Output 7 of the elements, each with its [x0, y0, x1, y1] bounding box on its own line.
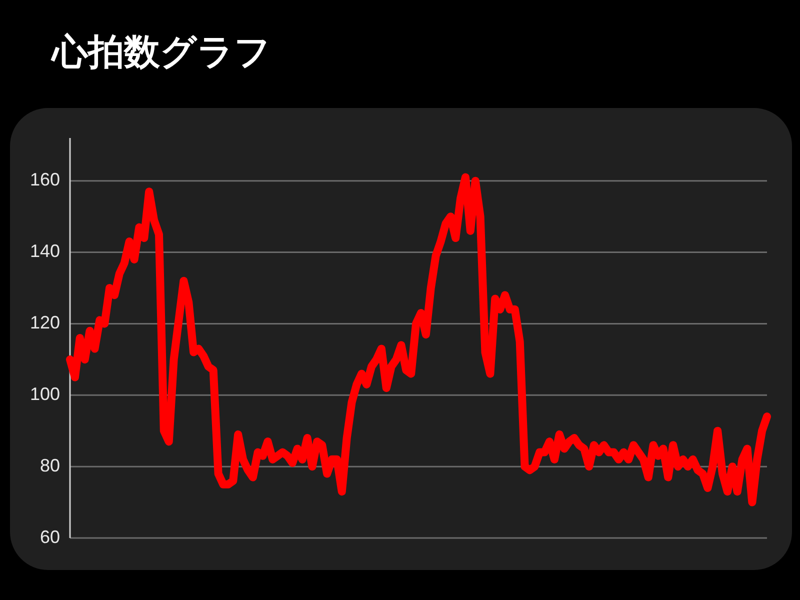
y-tick-label: 140 — [30, 241, 60, 262]
y-tick-label: 80 — [40, 455, 60, 476]
chart-title: 心拍数グラフ — [50, 32, 271, 73]
y-tick-label: 100 — [30, 384, 60, 404]
y-tick-label: 120 — [30, 312, 60, 332]
y-tick-label: 160 — [30, 170, 60, 190]
y-tick-label: 60 — [40, 526, 60, 547]
